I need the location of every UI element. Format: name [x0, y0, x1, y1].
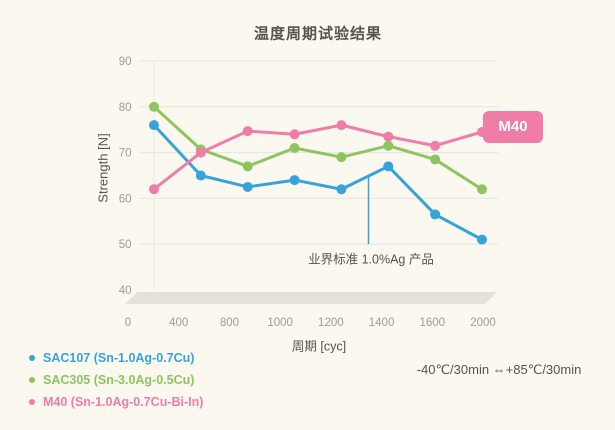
data-point-SAC107	[242, 181, 253, 192]
m40-series-badge: M40	[483, 111, 543, 143]
data-point-SAC305	[242, 161, 253, 172]
x-tick-label: 1000	[267, 317, 293, 329]
legend-bullet-icon	[29, 355, 35, 361]
legend-item-sac305: SAC305 (Sn-3.0Ag-0.5Cu)	[29, 373, 203, 387]
data-point-M40	[242, 126, 253, 137]
data-point-SAC107	[289, 175, 300, 186]
data-point-SAC107	[430, 209, 441, 220]
data-point-SAC107	[383, 161, 394, 172]
legend-item-m40: M40 (Sn-1.0Ag-0.7Cu-Bi-In)	[29, 395, 203, 409]
y-tick-label: 70	[119, 148, 132, 160]
annotation-label: 业界标准 1.0%Ag 产品	[308, 252, 434, 267]
data-point-SAC305	[149, 101, 159, 112]
data-point-SAC107	[149, 120, 159, 131]
data-point-M40	[430, 140, 441, 151]
x-tick-label: 800	[220, 317, 239, 329]
legend-item-label: SAC305 (Sn-3.0Ag-0.5Cu)	[43, 373, 195, 387]
legend-bullet-icon	[29, 377, 35, 383]
data-point-SAC107	[477, 234, 487, 245]
x-tick-label: 400	[169, 317, 188, 329]
y-tick-label: 80	[119, 102, 132, 114]
data-point-SAC305	[477, 184, 487, 195]
x-tick-label: 1600	[419, 317, 445, 329]
data-point-M40	[149, 184, 159, 195]
legend-bullet-icon	[29, 399, 35, 405]
data-point-SAC305	[383, 140, 394, 151]
x-tick-label: 1400	[369, 317, 395, 329]
series-line-SAC305	[152, 105, 484, 191]
data-point-M40	[195, 147, 206, 158]
y-tick-label: 40	[119, 285, 132, 297]
condition-note: -40℃/30min ⇔+85℃/30min	[416, 362, 582, 377]
x-axis-title: 周期 [cyc]	[291, 339, 347, 354]
data-point-SAC107	[195, 170, 206, 181]
series-line-M40	[152, 123, 484, 191]
series-line-SAC107	[152, 123, 484, 242]
legend: SAC107 (Sn-1.0Ag-0.7Cu) SAC305 (Sn-3.0Ag…	[29, 351, 203, 417]
data-point-M40	[336, 120, 347, 131]
x-tick-label: 2000	[470, 317, 496, 329]
y-tick-label: 60	[119, 193, 132, 205]
data-point-SAC305	[289, 143, 300, 154]
legend-item-label: SAC107 (Sn-1.0Ag-0.7Cu)	[43, 351, 195, 365]
y-tick-label: 50	[119, 239, 132, 251]
x-tick-label: 1200	[318, 317, 344, 329]
data-point-SAC305	[430, 154, 441, 165]
data-point-SAC107	[336, 184, 347, 195]
x-tick-label: 0	[125, 317, 131, 329]
y-tick-label: 90	[119, 56, 132, 68]
legend-item-sac107: SAC107 (Sn-1.0Ag-0.7Cu)	[29, 351, 203, 365]
data-point-M40	[383, 131, 394, 142]
data-point-M40	[289, 129, 300, 140]
y-axis-title: Strength [N]	[95, 133, 111, 203]
chart-title: 温度周期试验结果	[253, 25, 383, 43]
x-axis-3d-band	[125, 292, 497, 304]
legend-item-label: M40 (Sn-1.0Ag-0.7Cu-Bi-In)	[43, 395, 204, 409]
data-point-SAC305	[336, 152, 347, 163]
